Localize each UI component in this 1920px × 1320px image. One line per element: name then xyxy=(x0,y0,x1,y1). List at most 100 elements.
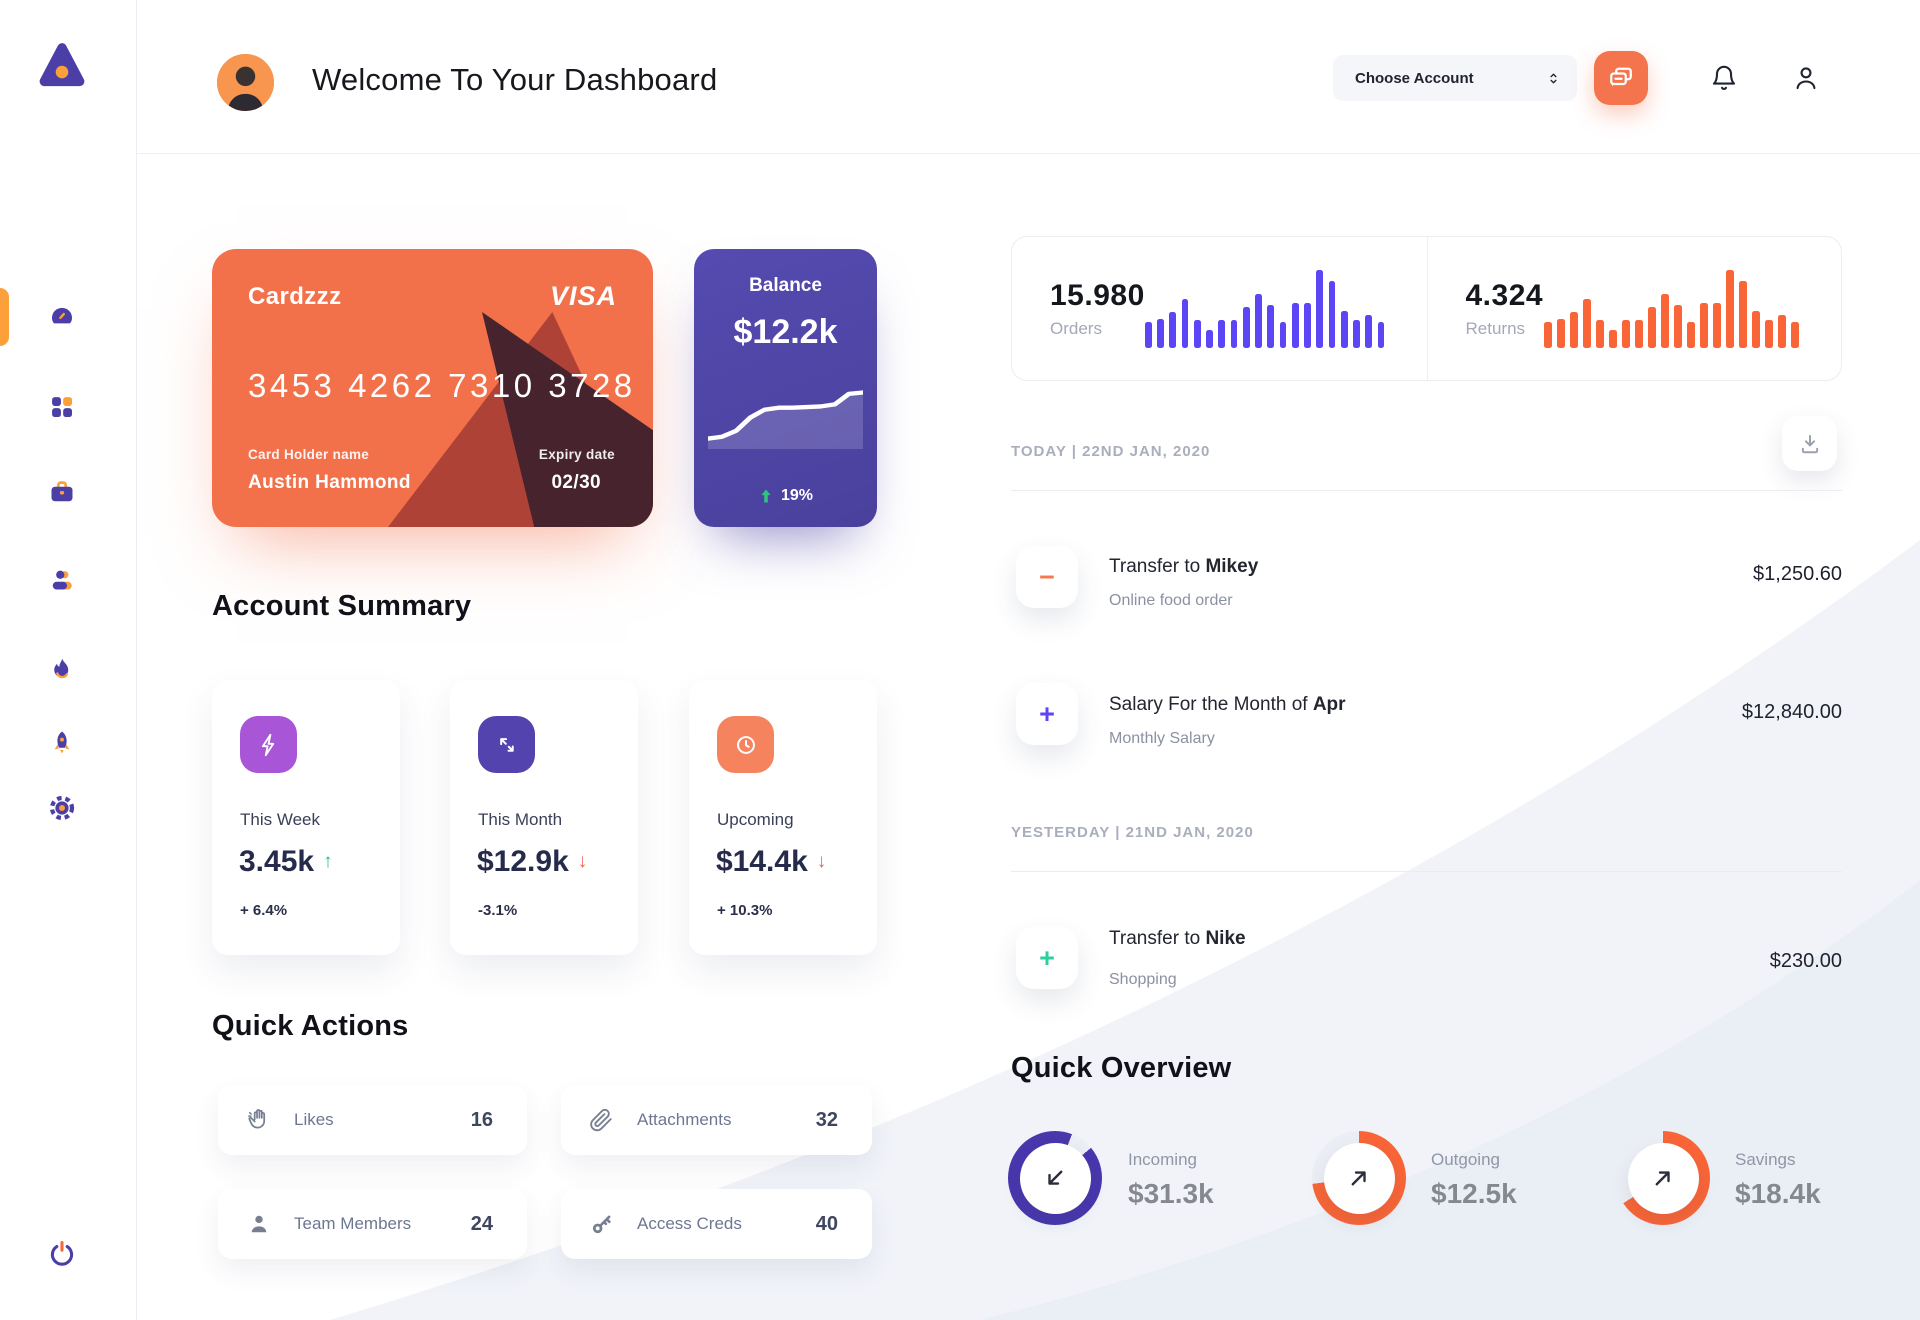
sidebar-item-users[interactable] xyxy=(42,561,82,601)
flame-icon xyxy=(54,658,69,679)
page-title: Welcome To Your Dashboard xyxy=(312,62,718,97)
account-summary-title: Account Summary xyxy=(212,590,472,622)
lightning-icon xyxy=(261,733,274,756)
up-right-arrow-icon xyxy=(1655,1171,1670,1186)
user-icon xyxy=(1796,67,1816,90)
quick-action-count: 24 xyxy=(470,1212,493,1235)
summary-card-value: $14.4k xyxy=(716,845,808,878)
quick-action-likes[interactable]: Likes 16 xyxy=(218,1085,527,1155)
returns-stat: 4.324 Returns xyxy=(1426,237,1842,380)
ring-value: $12.5k xyxy=(1431,1178,1517,1209)
balance-trend-chart xyxy=(708,373,863,449)
key-icon xyxy=(592,1215,611,1234)
app-logo xyxy=(34,38,90,94)
chevrons-up-down-icon xyxy=(1550,73,1557,83)
sidebar-item-trending[interactable] xyxy=(42,650,82,690)
quick-action-count: 16 xyxy=(470,1108,493,1131)
expiry-date: 02/30 xyxy=(551,472,601,493)
summary-card-this-week: This Week 3.45k ↑ + 6.4% xyxy=(212,680,400,955)
savings-progress-ring xyxy=(1616,1131,1710,1225)
sidebar-item-settings[interactable] xyxy=(42,788,82,828)
paperclip-icon xyxy=(590,1108,612,1132)
waving-hand-icon xyxy=(248,1109,266,1129)
user-avatar[interactable] xyxy=(217,54,274,111)
transaction-subtitle: Monthly Salary xyxy=(1109,730,1215,747)
orders-returns-card: 15.980 Orders 4.324 Returns xyxy=(1011,236,1842,381)
quick-action-access-creds[interactable]: Access Creds 40 xyxy=(561,1189,872,1259)
clock-icon xyxy=(736,735,755,754)
quick-action-team-members[interactable]: Team Members 24 xyxy=(218,1189,527,1259)
balance-value: $12.2k xyxy=(733,313,838,351)
transaction-title[interactable]: Salary For the Month of Apr xyxy=(1109,694,1346,715)
profile-button[interactable] xyxy=(1792,64,1820,92)
divider xyxy=(1011,871,1842,872)
ring-label: Incoming xyxy=(1128,1150,1197,1169)
transaction-amount: $230.00 xyxy=(1769,950,1842,972)
quick-overview-title: Quick Overview xyxy=(1011,1052,1232,1084)
up-arrow-icon xyxy=(761,489,771,503)
quick-action-attachments[interactable]: Attachments 32 xyxy=(561,1085,872,1155)
card-number: 3453 4262 7310 3728 xyxy=(248,367,636,404)
briefcase-icon xyxy=(51,481,73,502)
ring-value: $18.4k xyxy=(1735,1178,1821,1209)
person-icon xyxy=(251,1215,267,1233)
grid-apps-icon xyxy=(52,397,73,418)
sidebar-item-work[interactable] xyxy=(42,472,82,512)
card-holder-label: Card Holder name xyxy=(248,447,370,462)
transaction-amount: $12,840.00 xyxy=(1741,701,1842,723)
choose-account-select[interactable]: Choose Account xyxy=(1333,55,1577,101)
chat-icon xyxy=(1610,67,1632,87)
card-name: Cardzzz xyxy=(248,283,342,310)
header: Welcome To Your Dashboard Choose Account xyxy=(136,0,1920,154)
diagonal-arrows-icon xyxy=(499,737,514,752)
rocket-icon xyxy=(54,731,70,754)
transaction-sign-icon: + xyxy=(1016,683,1078,745)
ring-label: Savings xyxy=(1735,1150,1796,1169)
transaction-title[interactable]: Transfer to Nike xyxy=(1109,928,1246,949)
transaction-title[interactable]: Transfer to Mikey xyxy=(1109,556,1259,577)
summary-card-delta: -3.1% xyxy=(478,902,518,919)
transaction-amount: $1,250.60 xyxy=(1753,563,1842,585)
notifications-button[interactable] xyxy=(1710,64,1738,92)
sidebar-item-apps[interactable] xyxy=(42,387,82,427)
ring-label: Outgoing xyxy=(1431,1150,1500,1169)
chat-button[interactable] xyxy=(1594,51,1648,105)
divider xyxy=(1011,490,1842,491)
trend-down-icon: ↓ xyxy=(577,851,588,872)
quick-action-label: Access Creds xyxy=(637,1214,742,1233)
sidebar xyxy=(0,0,137,1320)
download-button[interactable] xyxy=(1782,416,1837,471)
returns-label: Returns xyxy=(1465,318,1526,338)
summary-card-title: This Week xyxy=(240,810,320,829)
transactions-group-header: YESTERDAY | 21ND JAN, 2020 xyxy=(1011,824,1254,841)
transactions-group-header: TODAY | 22ND JAN, 2020 xyxy=(1011,443,1211,460)
down-left-arrow-icon xyxy=(1048,1170,1063,1185)
orders-label: Orders xyxy=(1050,318,1102,338)
credit-card: Cardzzz VISA 3453 4262 7310 3728 Card Ho… xyxy=(212,249,653,527)
balance-label: Balance xyxy=(749,275,822,296)
users-icon xyxy=(52,570,72,590)
summary-card-title: Upcoming xyxy=(717,810,794,829)
quick-action-count: 32 xyxy=(815,1108,838,1131)
up-right-arrow-icon xyxy=(1351,1171,1366,1186)
summary-card-upcoming: Upcoming $14.4k ↓ + 10.3% xyxy=(689,680,877,955)
logout-button[interactable] xyxy=(40,1232,84,1276)
plus-icon: + xyxy=(1039,942,1055,973)
quick-action-label: Attachments xyxy=(637,1110,732,1129)
active-nav-indicator xyxy=(0,288,9,346)
quick-actions-title: Quick Actions xyxy=(212,1010,409,1042)
sidebar-item-launch[interactable] xyxy=(42,723,82,763)
orders-bar-chart xyxy=(1144,269,1385,348)
transaction-sign-icon: − xyxy=(1016,546,1078,608)
dashboard-gauge-icon xyxy=(52,307,73,324)
sidebar-item-dashboard[interactable] xyxy=(42,296,82,336)
summary-card-title: This Month xyxy=(478,810,563,829)
summary-card-delta: + 6.4% xyxy=(240,902,288,919)
outgoing-progress-ring xyxy=(1312,1131,1406,1225)
summary-card-value: 3.45k xyxy=(239,845,315,878)
summary-card-this-month: This Month $12.9k ↓ -3.1% xyxy=(450,680,638,955)
summary-card-value: $12.9k xyxy=(477,845,569,878)
quick-action-label: Likes xyxy=(294,1110,334,1129)
transaction-sign-icon: + xyxy=(1016,927,1078,989)
quick-action-count: 40 xyxy=(815,1212,838,1235)
